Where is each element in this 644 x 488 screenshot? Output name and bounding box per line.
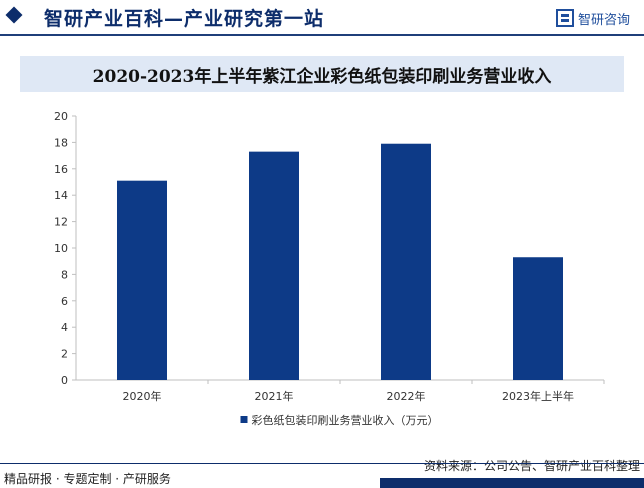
- legend-swatch: [240, 416, 248, 423]
- y-tick-label: 20: [54, 110, 68, 123]
- bar: [513, 257, 563, 380]
- chart-title-box: 2020-2023年上半年紫江企业彩色纸包装印刷业务营业收入: [20, 56, 624, 92]
- footer-tagline: 精品研报 · 专题定制 · 产研服务: [4, 472, 171, 486]
- bar: [117, 180, 167, 380]
- page-header: 智研产业百科—产业研究第一站 智研咨询: [0, 0, 644, 34]
- y-tick-label: 8: [61, 268, 68, 281]
- bar-chart: 0 2 4 6 8 10 12 14 16 18 20 2020年 2021年 2022年 2023年上半年…: [54, 110, 605, 427]
- y-tick-label: 6: [61, 295, 68, 308]
- y-tick-label: 16: [54, 163, 68, 176]
- x-tick-label: 2021年: [255, 389, 294, 403]
- y-tick-label: 18: [54, 136, 68, 149]
- y-tick-label: 2: [61, 348, 68, 361]
- y-tick-label: 10: [54, 242, 68, 255]
- legend-label: 彩色纸包装印刷业务营业收入（万元）: [252, 413, 439, 427]
- source-note: 资料来源：公司公告、智研产业百科整理: [423, 459, 640, 473]
- brand-name: 智研咨询: [577, 12, 630, 28]
- diamond-icon: [5, 6, 23, 24]
- header-divider: [0, 34, 644, 36]
- site-title: 智研产业百科—产业研究第一站: [44, 8, 325, 30]
- x-tick-label: 2022年: [387, 389, 426, 403]
- bar: [381, 143, 431, 380]
- brand-logo-icon: [555, 9, 574, 27]
- bar: [249, 151, 299, 380]
- y-tick-label: 0: [61, 374, 68, 387]
- brand-logo-group[interactable]: 智研咨询: [555, 8, 630, 28]
- footer-divider: [0, 463, 644, 464]
- x-tick-label: 2020年: [123, 389, 162, 403]
- y-tick-label: 4: [61, 321, 68, 334]
- y-tick-label: 14: [54, 189, 68, 202]
- footer-accent-bar: [380, 478, 644, 488]
- x-tick-label: 2023年上半年: [502, 389, 574, 403]
- chart-title: 2020-2023年上半年紫江企业彩色纸包装印刷业务营业收入: [92, 66, 552, 87]
- y-tick-label: 12: [54, 216, 68, 229]
